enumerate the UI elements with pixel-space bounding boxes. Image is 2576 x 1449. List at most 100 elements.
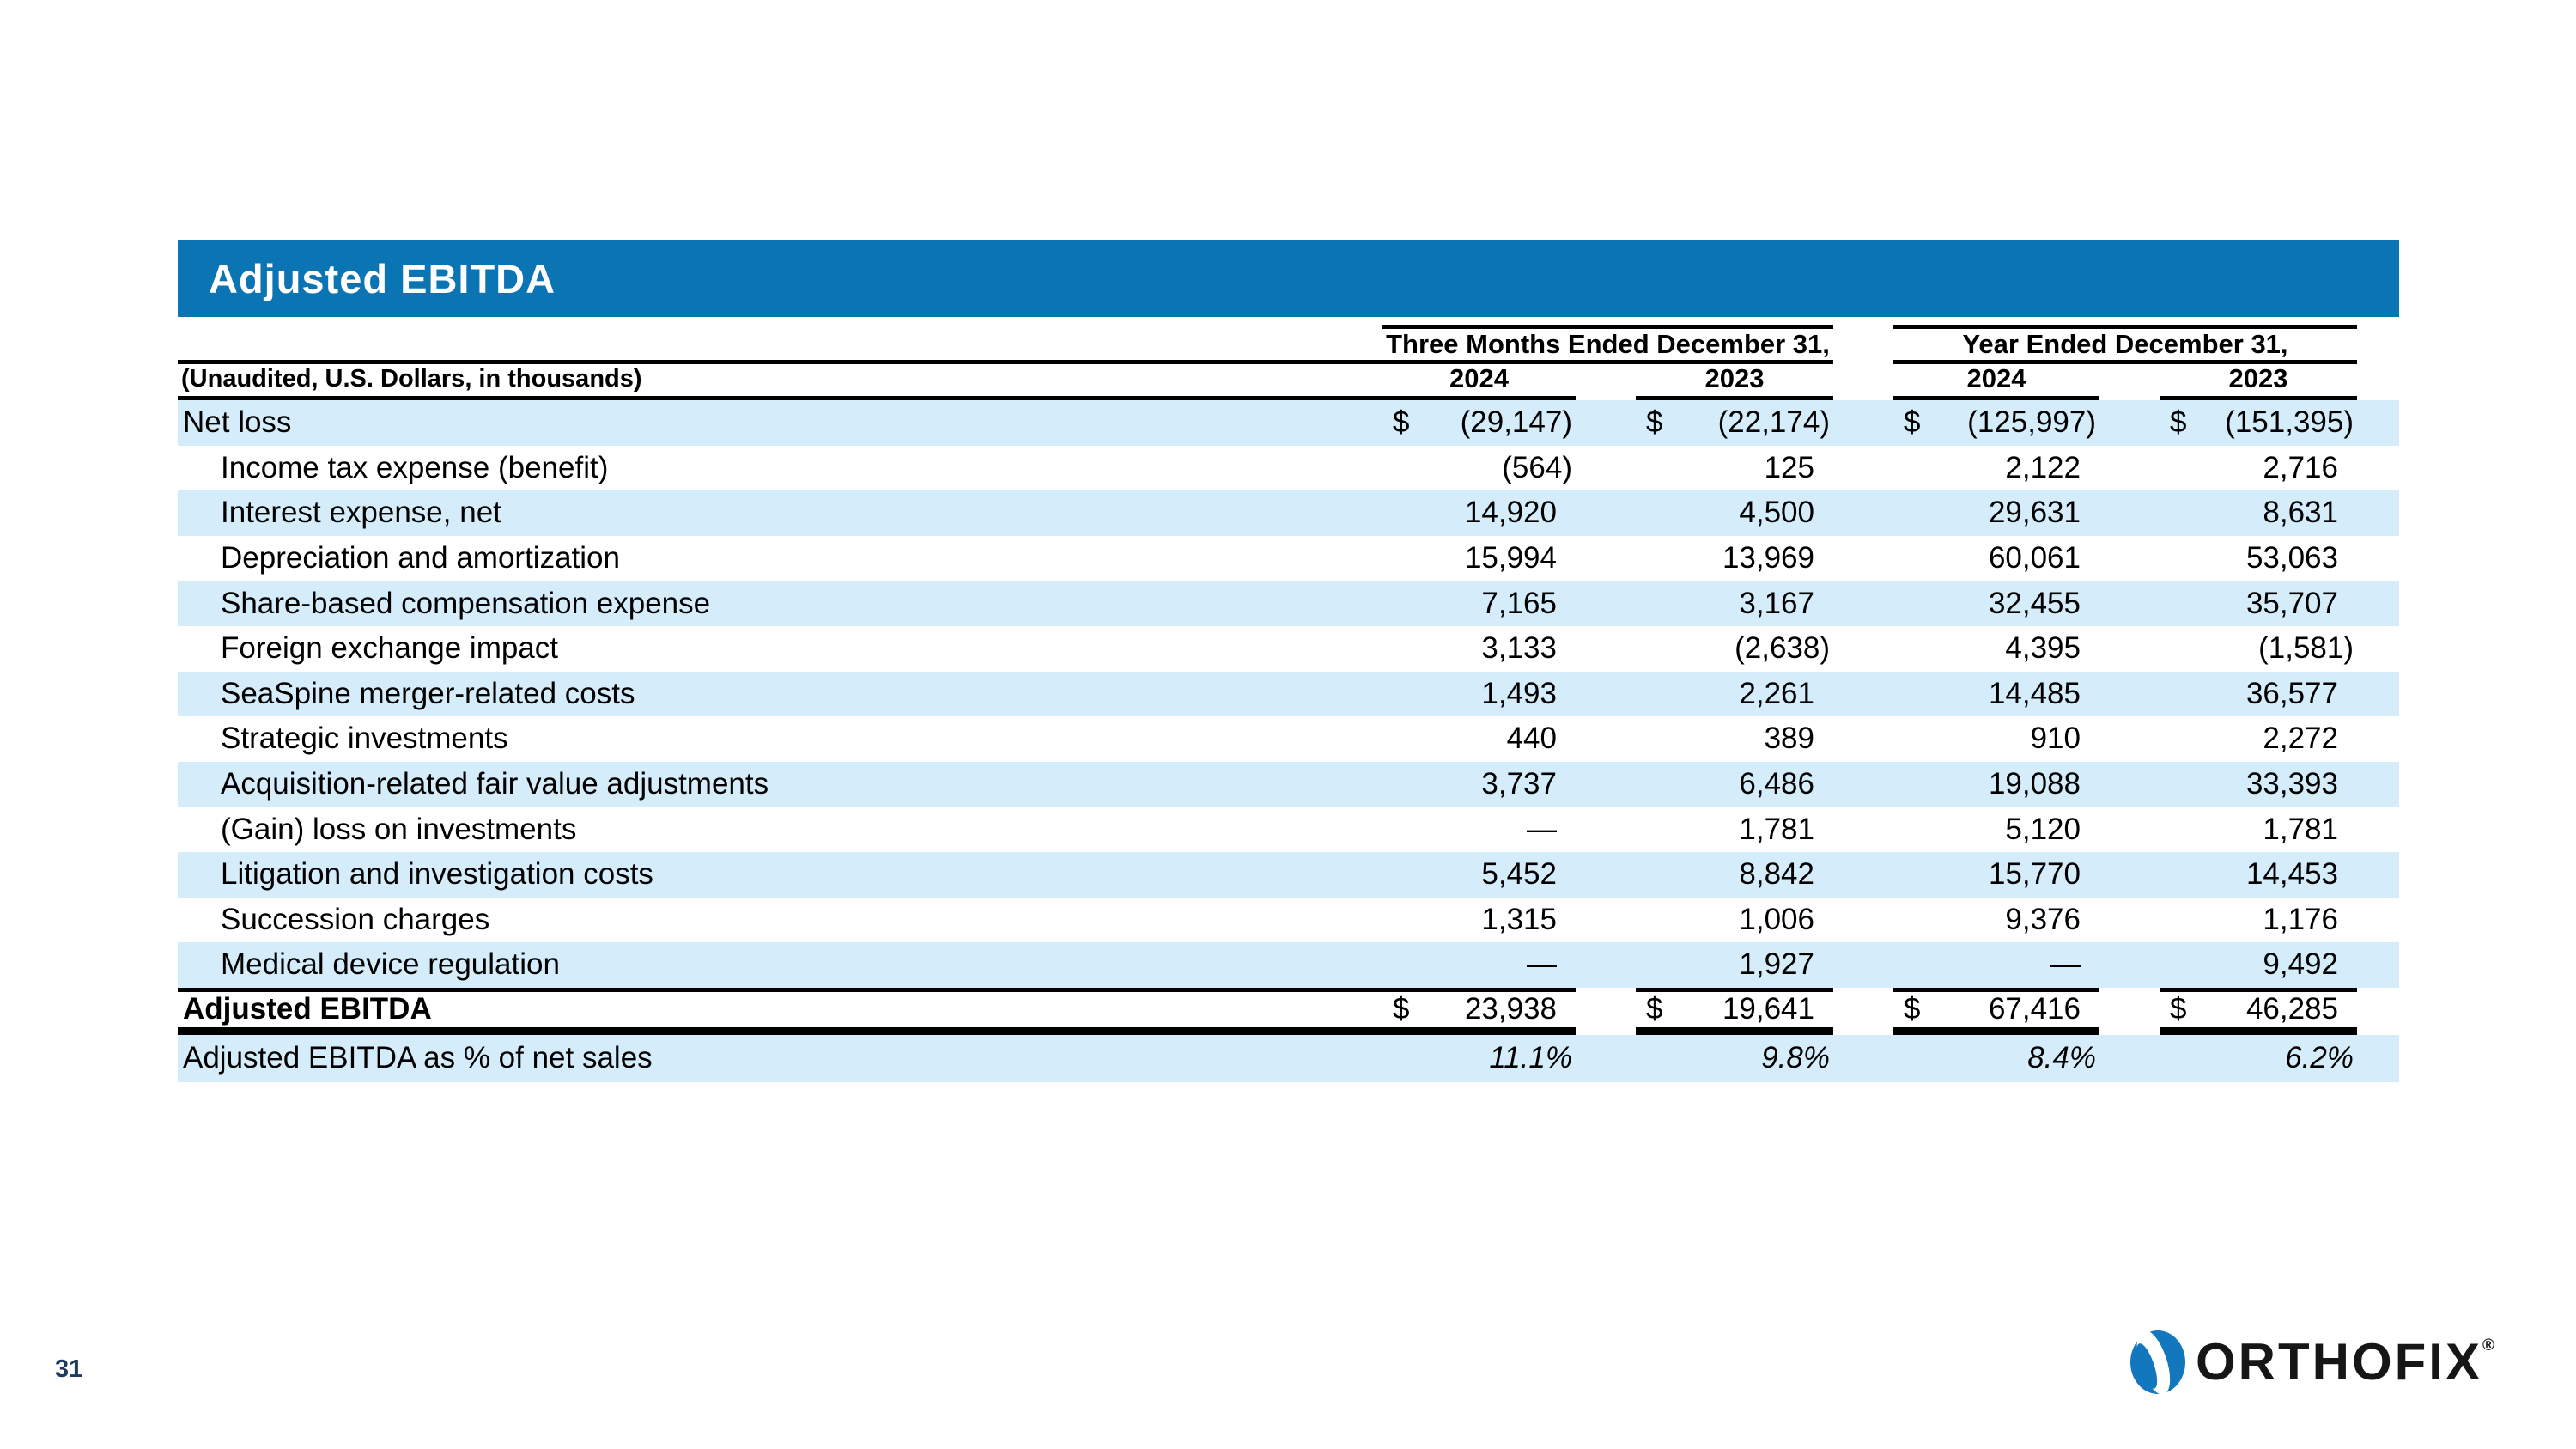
year-header-tm-2024: 2024 (1382, 362, 1576, 400)
value-cell: 1,927 (1739, 947, 1814, 982)
spacer-cell (1833, 626, 1893, 672)
value-cell: 1,781 (2263, 812, 2338, 846)
value-cell: 8,842 (1739, 857, 1814, 892)
group-header-three-months: Three Months Ended December 31, (1382, 325, 1833, 364)
spacer-cell (2099, 672, 2160, 717)
value-cell: 14,485 (1988, 676, 2081, 710)
value-cell: 33,393 (2245, 767, 2338, 801)
spacer-cell (178, 325, 1382, 364)
value-cell: $ (29,147) (1382, 400, 1576, 446)
value-cell: 14,453 (2245, 857, 2338, 892)
spacer-cell (1833, 672, 1893, 717)
spacer-cell (1576, 1035, 1636, 1082)
spacer-cell (2099, 807, 2160, 852)
spacer-cell (2357, 1035, 2399, 1082)
value-cell: 35,707 (2245, 586, 2338, 620)
row-label: SeaSpine merger-related costs (221, 676, 635, 710)
value-cell: 13,969 (1722, 541, 1814, 575)
value-cell: 15,770 (1988, 857, 2081, 892)
unaudited-note: (Unaudited, U.S. Dollars, in thousands) (178, 362, 1382, 400)
spacer-cell (2357, 400, 2399, 446)
spacer-cell (1833, 716, 1893, 762)
spacer-cell (1576, 672, 1636, 717)
row-label: Foreign exchange impact (221, 631, 558, 666)
value-cell: 389 (1764, 721, 1814, 756)
value-cell: 9,492 (2263, 947, 2338, 982)
spacer-cell (2357, 716, 2399, 762)
value-cell: 8,631 (2263, 496, 2338, 530)
dollar-sign: $ (2170, 992, 2187, 1026)
spacer-cell (1833, 446, 1893, 491)
dollar-sign: $ (1646, 405, 1663, 440)
dollar-sign: $ (1904, 992, 1921, 1026)
value-cell: — (1527, 947, 1557, 982)
value-cell: 4,500 (1739, 496, 1814, 530)
value-cell: $67,416 (1893, 987, 2099, 1035)
value-cell: 2,716 (2263, 450, 2338, 484)
spacer-cell (1833, 536, 1893, 581)
percent-row-adjusted-ebitda: Adjusted EBITDA as % of net sales 11.1% … (178, 1034, 2399, 1082)
value-cell: 32,455 (1988, 586, 2081, 620)
value-cell: 3,167 (1739, 586, 1814, 620)
spacer-cell (1833, 762, 1893, 807)
value-cell: 1,176 (2263, 902, 2338, 936)
value-cell: 5,452 (1481, 857, 1557, 892)
table-row: SeaSpine merger-related costs 1,493 2,26… (178, 671, 2399, 717)
spacer-cell (1833, 581, 1893, 626)
value-cell: 15,994 (1464, 541, 1557, 575)
value-cell: — (2050, 947, 2081, 982)
spacer-cell (2357, 581, 2399, 626)
spacer-cell (1833, 852, 1893, 898)
year-header-ye-2024: 2024 (1893, 362, 2099, 400)
table-row: Interest expense, net 14,920 4,500 29,63… (178, 490, 2399, 536)
spacer-cell (1576, 762, 1636, 807)
spacer-cell (2099, 898, 2160, 943)
value-cell: $ (22,174) (1636, 400, 1833, 446)
value-cell: 11.1% (1489, 1041, 1572, 1075)
spacer-cell (2099, 581, 2160, 626)
spacer-cell (2099, 400, 2160, 446)
spacer-cell (1576, 536, 1636, 581)
orthofix-logo-icon (2130, 1330, 2185, 1394)
orthofix-logo: ORTHOFIX ® (2130, 1330, 2494, 1395)
value-cell: (564) (1502, 450, 1572, 484)
value-cell: (2,638) (1735, 631, 1830, 666)
table-row: Strategic investments 440 389 910 2,272 (178, 716, 2399, 762)
value-cell: 125 (1764, 450, 1814, 484)
value-cell: $46,285 (2160, 987, 2357, 1035)
value-cell: 2,122 (2005, 450, 2081, 484)
value-cell: 8.4% (2027, 1041, 2096, 1075)
total-row-adjusted-ebitda: Adjusted EBITDA $23,938 $19,641 $67,416 … (178, 987, 2399, 1035)
row-label: Adjusted EBITDA (178, 987, 1382, 1035)
value-cell: 1,006 (1739, 902, 1814, 936)
registered-mark: ® (2482, 1336, 2494, 1355)
spacer-cell (2099, 942, 2160, 988)
dollar-sign: $ (1393, 992, 1410, 1026)
year-header-tm-2023: 2023 (1636, 362, 1833, 400)
spacer-cell (1576, 446, 1636, 491)
slide-title: Adjusted EBITDA (209, 256, 556, 301)
row-label: Strategic investments (221, 721, 508, 756)
spacer-cell (2099, 716, 2160, 762)
row-label: Interest expense, net (221, 496, 501, 530)
spacer-cell (2357, 898, 2399, 943)
dollar-sign: $ (2170, 405, 2187, 440)
value-cell: 19,088 (1988, 767, 2081, 801)
value-cell: 1,781 (1739, 812, 1814, 846)
table-row: Succession charges 1,315 1,006 9,376 1,1… (178, 897, 2399, 943)
spacer-cell (2099, 490, 2160, 536)
spacer-cell (1833, 490, 1893, 536)
spacer-cell (2099, 988, 2160, 1035)
table-row: Acquisition-related fair value adjustmen… (178, 761, 2399, 807)
value-cell: 4,395 (2005, 631, 2081, 666)
spacer-cell (2357, 362, 2399, 400)
value-cell: $ (151,395) (2160, 400, 2357, 446)
value-cell: 3,737 (1481, 767, 1557, 801)
spacer-cell (2357, 807, 2399, 852)
value-cell: 29,631 (1988, 496, 2081, 530)
value-cell: 14,920 (1464, 496, 1557, 530)
spacer-cell (1576, 581, 1636, 626)
spacer-cell (2357, 852, 2399, 898)
spacer-cell (1576, 942, 1636, 988)
year-header-row: (Unaudited, U.S. Dollars, in thousands) … (178, 362, 2399, 400)
